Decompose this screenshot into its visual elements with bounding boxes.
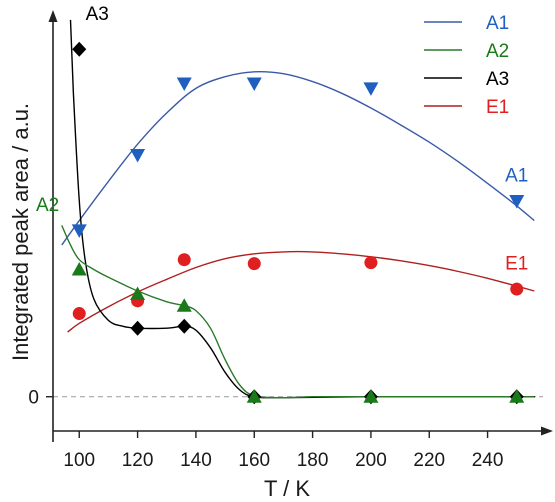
fit-curves (61, 19, 536, 399)
point-a2-250 (509, 389, 525, 403)
point-e1-136 (177, 253, 191, 267)
y-axis-title: Integrated peak area / a.u. (8, 103, 33, 361)
x-tick-label-240: 240 (472, 450, 504, 471)
x-tick-label-220: 220 (413, 450, 445, 471)
x-tick-label-140: 140 (180, 450, 212, 471)
x-tick-label-200: 200 (355, 450, 387, 471)
x-tick-label-120: 120 (122, 450, 154, 471)
point-e1-250 (510, 282, 524, 296)
point-a2-100 (71, 261, 87, 276)
x-tick-label-100: 100 (63, 450, 95, 471)
annotation-e1: E1 (505, 253, 528, 274)
data-markers (71, 41, 525, 405)
x-axis-arrow (541, 426, 553, 436)
point-a3-120 (130, 320, 145, 336)
y-tick-label-0: 0 (28, 388, 39, 409)
point-e1-200 (364, 256, 378, 270)
point-e1-100 (72, 307, 86, 321)
legend-label-a1: A1 (486, 13, 509, 34)
point-a1-120 (130, 148, 146, 163)
point-a1-100 (71, 224, 87, 238)
series-annotations: A3 A2 A1 E1 (36, 4, 528, 275)
annotation-a1: A1 (505, 165, 528, 186)
point-a2-120 (130, 286, 146, 300)
legend: A1 A2 A3 E1 (424, 13, 509, 118)
point-a1-136 (176, 77, 192, 92)
point-a1-250 (509, 194, 525, 209)
x-axis-title: T / K (264, 476, 310, 501)
x-ticks: 100 120 140 160 180 200 220 240 (63, 431, 503, 471)
point-e1-160 (247, 257, 261, 271)
x-tick-label-160: 160 (238, 450, 270, 471)
legend-label-a2: A2 (486, 41, 509, 62)
annotation-a2: A2 (36, 195, 59, 216)
point-a2-160 (246, 389, 262, 403)
point-a3-136 (177, 318, 192, 334)
legend-label-e1: E1 (486, 97, 509, 118)
point-a1-160 (246, 77, 262, 92)
y-ticks: 0 (28, 388, 53, 409)
point-a1-200 (363, 82, 379, 96)
fit-curve-a3 (69, 19, 536, 399)
point-a2-200 (363, 389, 379, 403)
point-a3-100 (72, 41, 87, 57)
annotation-a3: A3 (86, 4, 109, 25)
point-a2-136 (176, 298, 192, 312)
y-axis-arrow (48, 10, 58, 22)
legend-label-a3: A3 (486, 69, 509, 90)
fit-curve-a1 (61, 70, 535, 246)
axes (48, 10, 553, 442)
x-tick-label-180: 180 (297, 450, 329, 471)
